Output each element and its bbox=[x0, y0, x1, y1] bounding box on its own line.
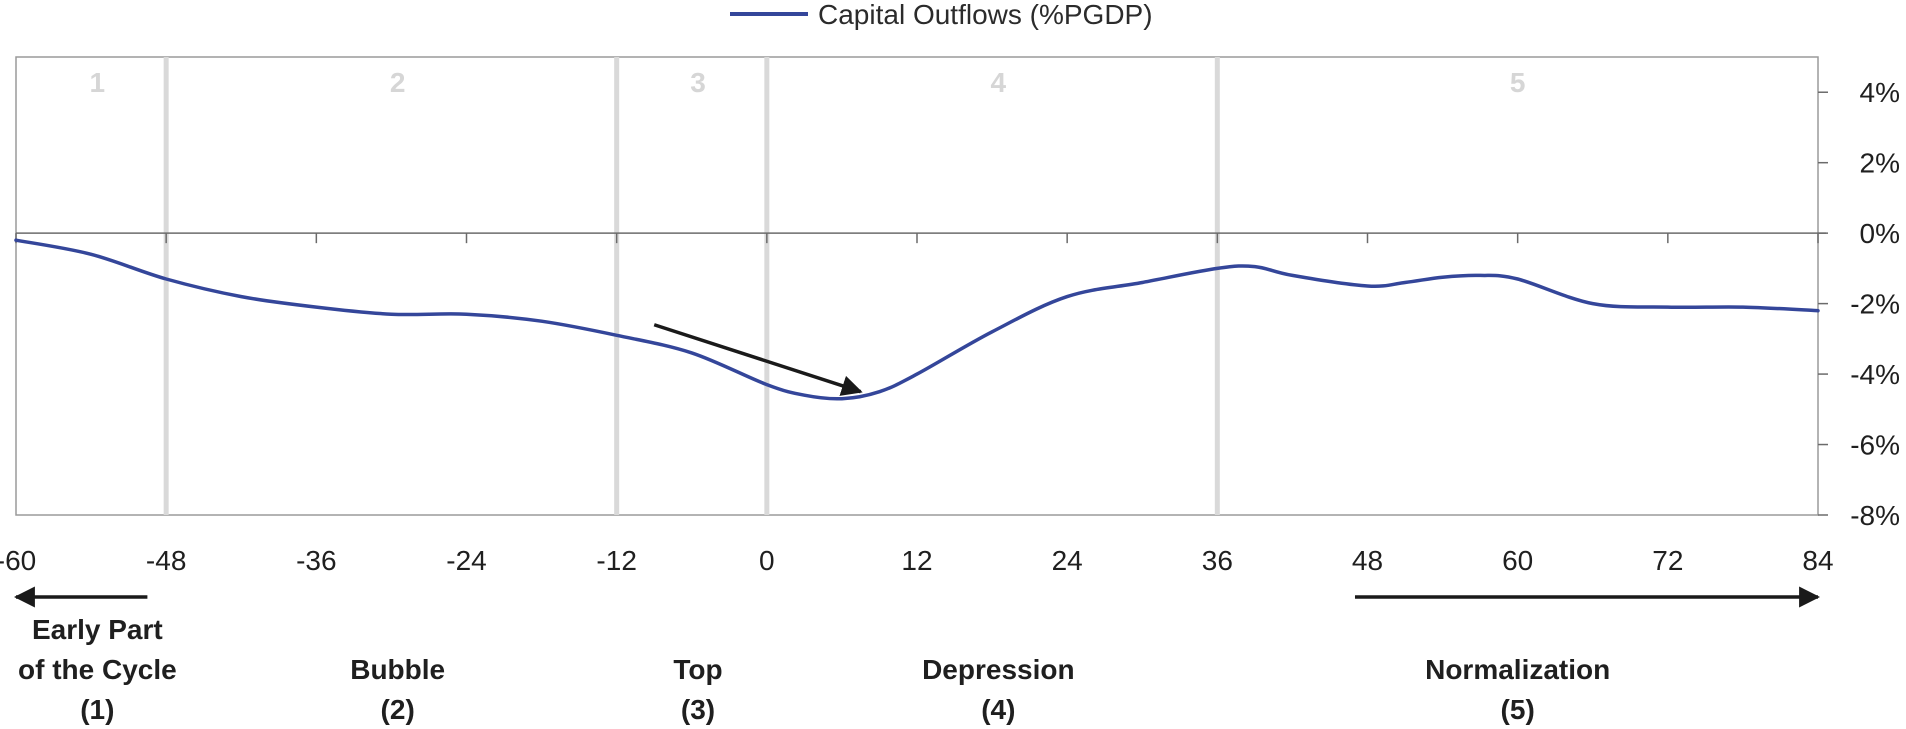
x-tick-label-5: 0 bbox=[759, 545, 775, 576]
phase-label-line: Early Part bbox=[32, 614, 163, 645]
y-tick-label-2: 0% bbox=[1860, 218, 1900, 249]
phase-label-line: Bubble bbox=[350, 654, 445, 685]
y-axis-ticks bbox=[1818, 91, 1828, 516]
annotation-arrow bbox=[653, 323, 863, 396]
phase-label-4: Depression (4) bbox=[922, 654, 1075, 725]
x-tick-label-12: 84 bbox=[1802, 545, 1833, 576]
phase-number-5: 5 bbox=[1510, 67, 1526, 98]
y-tick-label-3: -2% bbox=[1850, 289, 1900, 320]
x-tick-label-8: 36 bbox=[1202, 545, 1233, 576]
phase-label-line: (2) bbox=[381, 694, 415, 725]
phase-label-line: (3) bbox=[681, 694, 715, 725]
phase-label-5: Normalization (5) bbox=[1425, 654, 1610, 725]
phase-label-2: Bubble (2) bbox=[350, 654, 445, 725]
y-tick-label-4: -4% bbox=[1850, 359, 1900, 390]
x-axis-tick-labels: -60 -48 -36 -24 -12 0 12 24 36 48 60 72 84 bbox=[0, 545, 1834, 576]
x-tick-label-1: -48 bbox=[146, 545, 186, 576]
y-tick-label-5: -6% bbox=[1850, 430, 1900, 461]
x-tick-label-6: 12 bbox=[901, 545, 932, 576]
phase-label-line: of the Cycle bbox=[18, 654, 177, 685]
x-tick-label-7: 24 bbox=[1052, 545, 1083, 576]
y-tick-label-0: 4% bbox=[1860, 77, 1900, 108]
y-axis-tick-labels: 4% 2% 0% -2% -4% -6% -8% bbox=[1850, 77, 1900, 531]
phase-label-line: (1) bbox=[80, 694, 114, 725]
phase-dividers bbox=[163, 57, 1220, 515]
phase-label-line: Depression bbox=[922, 654, 1075, 685]
series-line-capital-outflows bbox=[14, 238, 1820, 401]
phase-number-1: 1 bbox=[90, 67, 106, 98]
phase-numbers: 1 2 3 4 5 bbox=[90, 67, 1526, 98]
phase-label-line: (4) bbox=[981, 694, 1015, 725]
x-tick-label-11: 72 bbox=[1652, 545, 1683, 576]
x-tick-label-9: 48 bbox=[1352, 545, 1383, 576]
phase-number-4: 4 bbox=[991, 67, 1007, 98]
phase-label-line: Normalization bbox=[1425, 654, 1610, 685]
phase-number-2: 2 bbox=[390, 67, 406, 98]
phase-label-line: Top bbox=[673, 654, 722, 685]
x-tick-label-4: -12 bbox=[596, 545, 636, 576]
legend-label: Capital Outflows (%PGDP) bbox=[818, 0, 1153, 30]
phase-label-3: Top (3) bbox=[673, 654, 722, 725]
x-tick-label-3: -24 bbox=[446, 545, 486, 576]
phase-label-line: (5) bbox=[1501, 694, 1535, 725]
x-tick-label-10: 60 bbox=[1502, 545, 1533, 576]
phase-labels: Early Part of the Cycle (1) Bubble (2) Top (3)… bbox=[18, 614, 1610, 725]
phase-number-3: 3 bbox=[690, 67, 706, 98]
legend: Capital Outflows (%PGDP) bbox=[730, 0, 1153, 30]
x-axis-ticks bbox=[15, 233, 1819, 244]
x-tick-label-0: -60 bbox=[0, 545, 36, 576]
plot-area bbox=[15, 56, 1819, 516]
x-tick-label-2: -36 bbox=[296, 545, 336, 576]
phase-label-1: Early Part of the Cycle (1) bbox=[18, 614, 177, 725]
y-tick-label-1: 2% bbox=[1860, 148, 1900, 179]
y-tick-label-6: -8% bbox=[1850, 500, 1900, 531]
